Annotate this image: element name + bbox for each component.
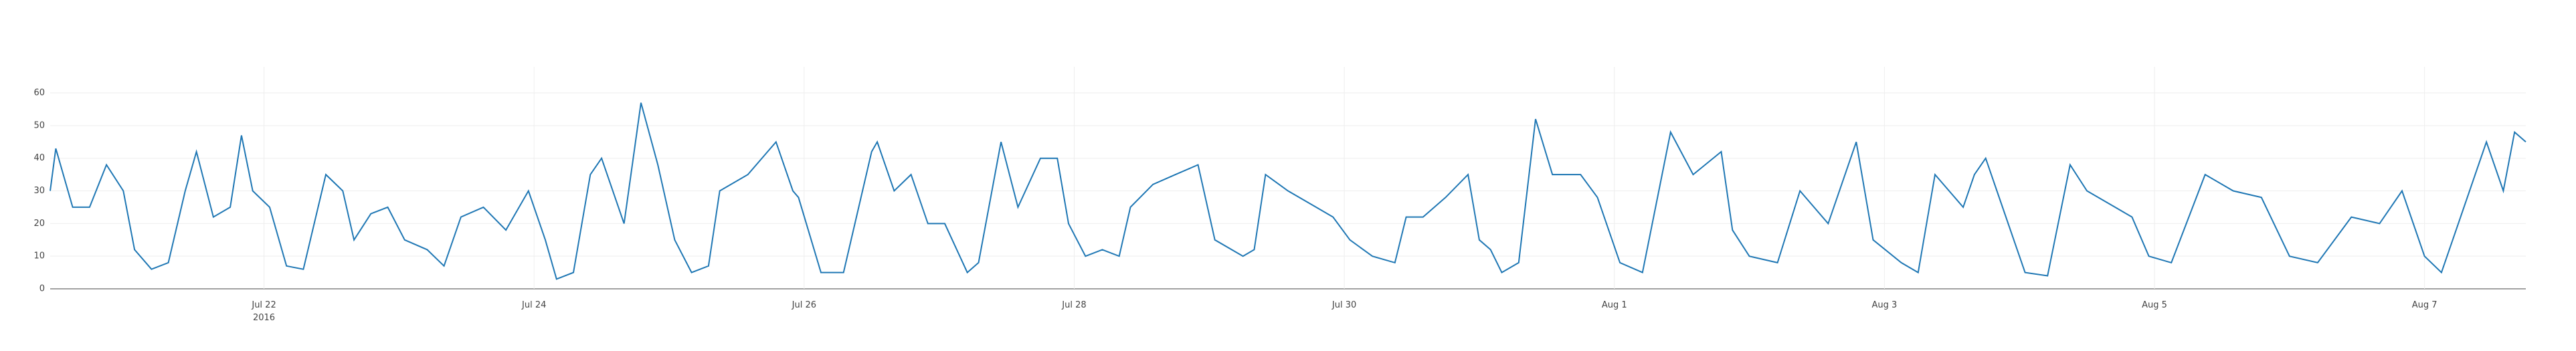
x-tick-label: Jul 22 2016 <box>251 300 276 323</box>
x-tick-label: Jul 30 <box>1331 300 1356 310</box>
x-tick-label: Aug 5 <box>2142 300 2167 310</box>
y-tick-label: 0 <box>39 284 45 294</box>
x-tick-label: Aug 1 <box>1602 300 1627 310</box>
x-tick-label: Aug 7 <box>2412 300 2437 310</box>
y-tick-label: 40 <box>33 153 45 163</box>
series-line <box>50 102 2526 280</box>
x-tick-label: Jul 28 <box>1061 300 1086 310</box>
y-tick-label: 30 <box>33 186 45 196</box>
y-tick-label: 20 <box>33 219 45 229</box>
x-tick-label: Jul 26 <box>792 300 816 310</box>
y-tick-label: 60 <box>33 88 45 98</box>
y-tick-label: 50 <box>33 120 45 130</box>
y-tick-label: 10 <box>33 251 45 261</box>
x-tick-label: Aug 3 <box>1871 300 1897 310</box>
x-tick-label: Jul 24 <box>521 300 546 310</box>
